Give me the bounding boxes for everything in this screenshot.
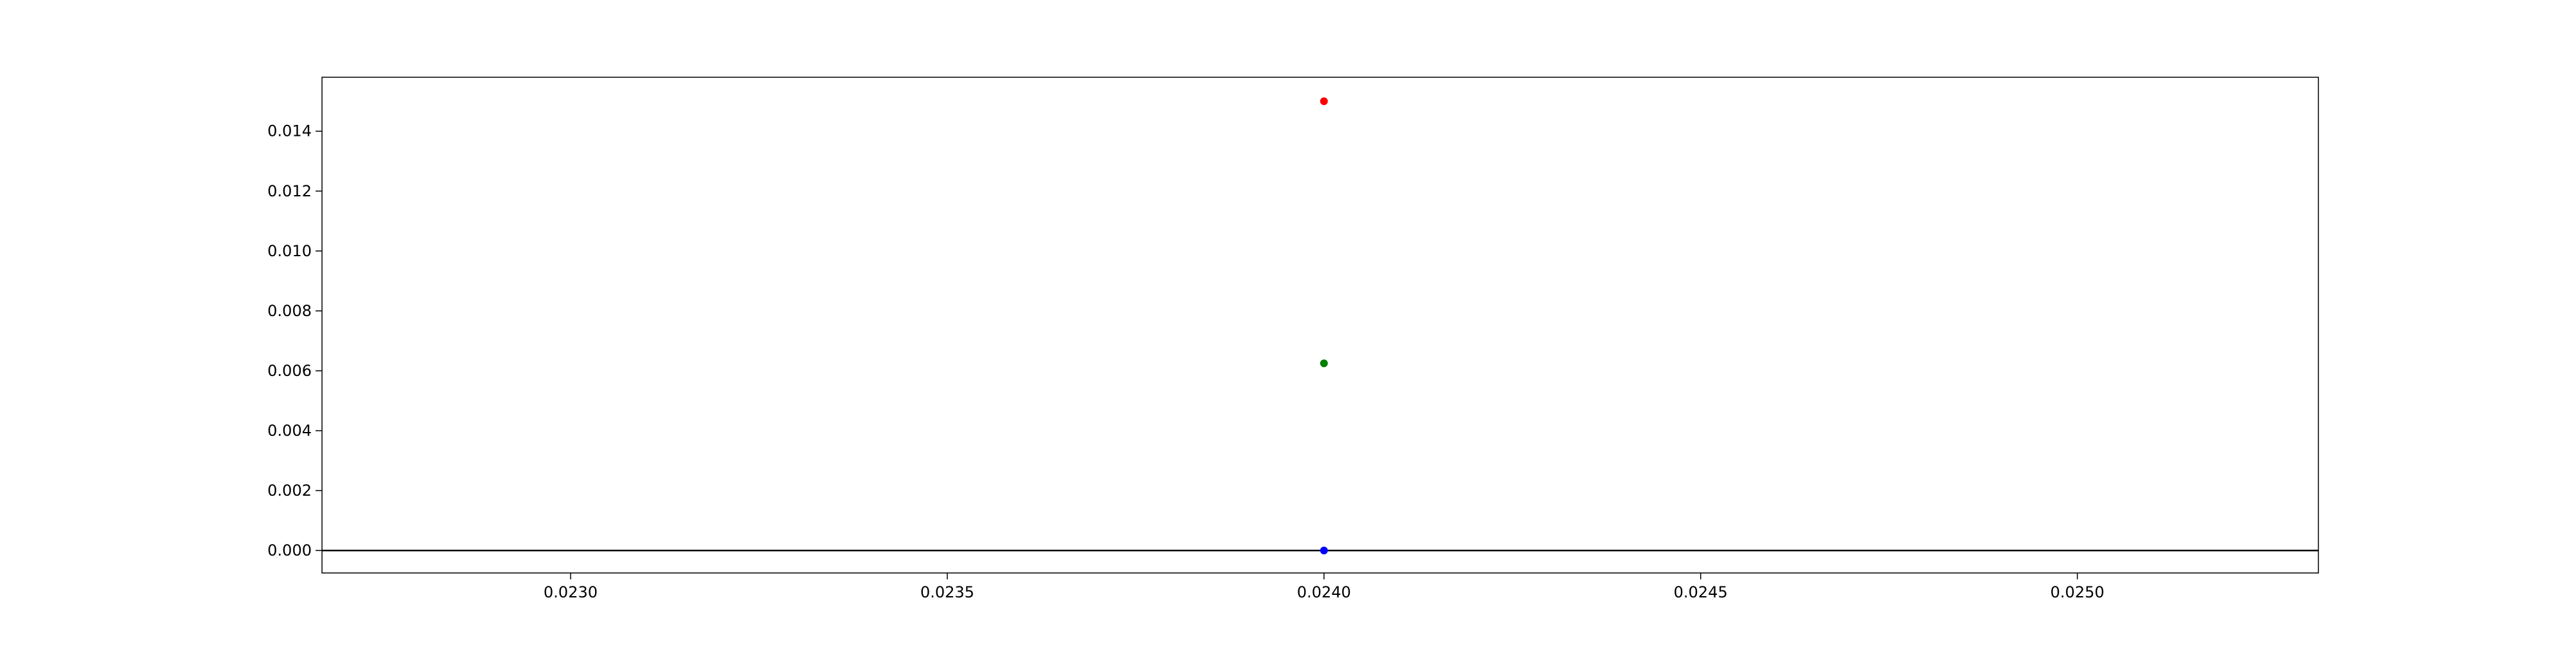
y-tick-label: 0.000	[267, 541, 312, 559]
y-tick-label: 0.002	[267, 482, 312, 500]
data-points	[1320, 97, 1328, 555]
data-point	[1320, 547, 1328, 555]
x-tick-label: 0.0250	[2050, 583, 2105, 601]
x-tick-label: 0.0235	[920, 583, 974, 601]
y-axis-ticks: 0.000 0.002 0.004 0.006 0.008 0.010 0.012 0.014	[267, 122, 322, 559]
y-tick-label: 0.014	[267, 122, 312, 140]
y-tick-label: 0.012	[267, 182, 312, 200]
y-tick-label: 0.006	[267, 362, 312, 380]
x-axis-ticks: 0.0230 0.0235 0.0240 0.0245 0.0250	[544, 573, 2105, 601]
y-tick-label: 0.008	[267, 302, 312, 320]
data-point	[1320, 97, 1328, 106]
x-tick-label: 0.0240	[1297, 583, 1351, 601]
y-tick-label: 0.004	[267, 422, 312, 440]
x-tick-label: 0.0230	[544, 583, 598, 601]
x-tick-label: 0.0245	[1674, 583, 1728, 601]
y-tick-label: 0.010	[267, 242, 312, 260]
plot-area-frame	[321, 77, 2319, 574]
data-point	[1320, 359, 1328, 368]
